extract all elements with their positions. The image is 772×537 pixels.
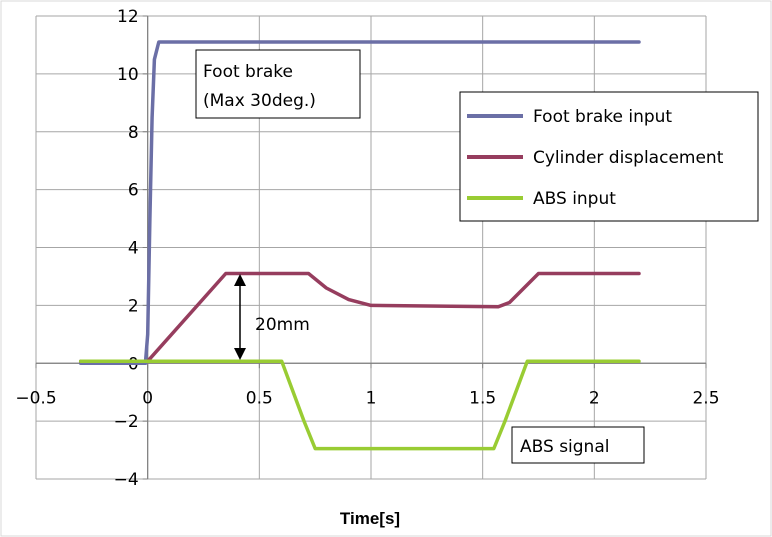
series-line-foot-brake-input <box>78 40 641 366</box>
y-tick-label: 2 <box>128 296 139 316</box>
abs-signal-annotation-box <box>511 426 645 464</box>
arrow-down-icon <box>234 348 246 360</box>
foot-brake-annotation: Foot brake (Max 30deg.) <box>195 49 361 119</box>
x-tick-label: 0 <box>142 388 153 408</box>
series-line-abs-input <box>78 359 641 451</box>
series-line-cylinder-displacement <box>78 271 641 363</box>
legend-label-foot-brake-input: Foot brake input <box>533 107 672 127</box>
x-tick-label: 1.5 <box>469 388 496 408</box>
abs-signal-label: ABS signal <box>520 437 609 457</box>
series-group <box>78 40 641 451</box>
y-tick-label: 10 <box>117 65 139 85</box>
x-tick-label: 2 <box>589 388 600 408</box>
x-tick-label: 1 <box>366 388 377 408</box>
x-tick-label: 2.5 <box>692 388 719 408</box>
y-tick-label: −4 <box>114 470 139 490</box>
y-tick-label: 12 <box>117 7 139 27</box>
arrow-up-icon <box>234 274 246 286</box>
abs-signal-annotation: ABS signal <box>511 426 645 464</box>
displacement-label: 20mm <box>255 315 310 335</box>
x-tick-label: 0.5 <box>246 388 273 408</box>
x-tick-label: −0.5 <box>15 388 56 408</box>
foot-brake-annotation-line-2: (Max 30deg.) <box>203 91 316 111</box>
foot-brake-annotation-box <box>195 49 361 119</box>
legend-label-abs-input: ABS input <box>533 189 616 209</box>
y-tick-label: 6 <box>128 181 139 201</box>
x-axis-title: Time[s] <box>340 509 400 528</box>
y-tick-label: 8 <box>128 123 139 143</box>
y-tick-label: −2 <box>114 412 139 432</box>
displacement-annotation: 20mm <box>234 274 310 360</box>
y-tick-label: 4 <box>128 239 139 259</box>
legend: Foot brake input Cylinder displacement A… <box>459 91 759 222</box>
foot-brake-annotation-line-1: Foot brake <box>203 62 293 82</box>
legend-label-cylinder-displacement: Cylinder displacement <box>533 148 724 168</box>
